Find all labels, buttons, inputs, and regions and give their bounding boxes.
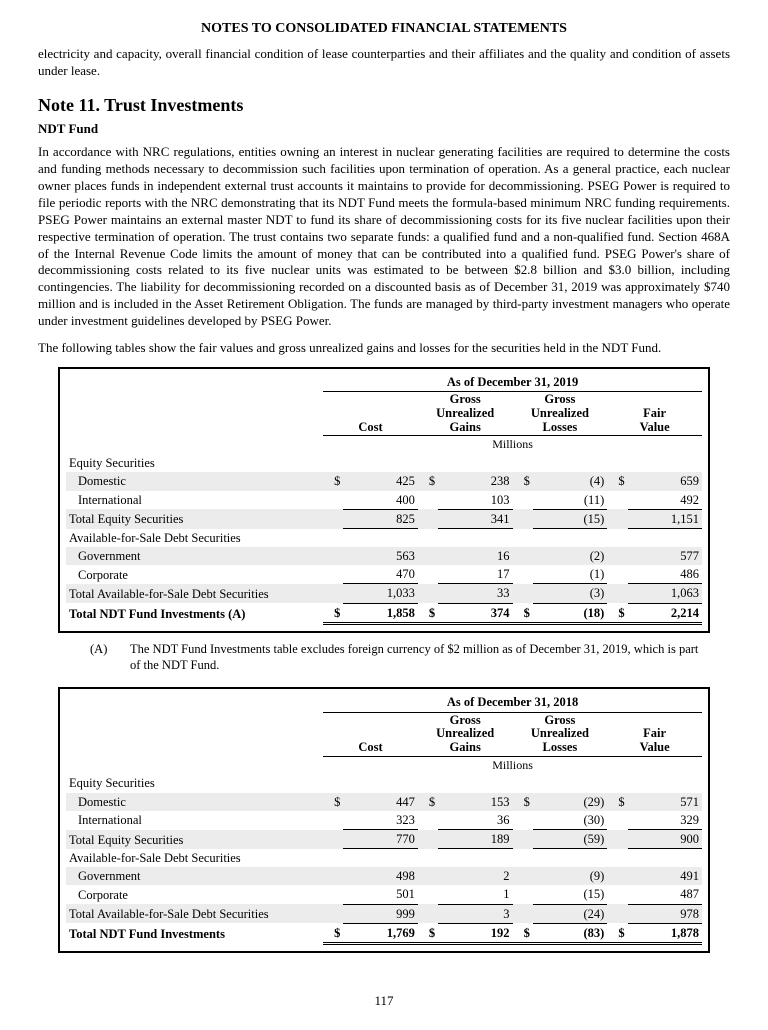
col-header-fair: FairValue bbox=[607, 712, 702, 756]
row-corporate-2018: Corporate 501 1 (15) 487 bbox=[66, 885, 702, 904]
units-label: Millions bbox=[323, 756, 702, 774]
table-2018: As of December 31, 2018 Cost GrossUnreal… bbox=[66, 693, 702, 945]
row-afs-label: Available-for-Sale Debt Securities bbox=[66, 849, 323, 867]
row-international-2018: International 323 36 (30) 329 bbox=[66, 811, 702, 830]
row-total-equity-2019: Total Equity Securities 825 341 (15) 1,1… bbox=[66, 509, 702, 528]
row-total-2019: Total NDT Fund Investments (A) $1,858 $3… bbox=[66, 603, 702, 623]
row-government-2019: Government 563 16 (2) 577 bbox=[66, 547, 702, 565]
row-total-equity-2018: Total Equity Securities 770 189 (59) 900 bbox=[66, 830, 702, 849]
col-header-losses: GrossUnrealizedLosses bbox=[513, 392, 608, 436]
body-paragraph-2: The following tables show the fair value… bbox=[38, 340, 730, 357]
footnote-a: (A) The NDT Fund Investments table exclu… bbox=[90, 641, 700, 674]
col-header-fair: FairValue bbox=[607, 392, 702, 436]
row-corporate-2019: Corporate 470 17 (1) 486 bbox=[66, 565, 702, 584]
note-heading: Note 11. Trust Investments bbox=[38, 94, 730, 117]
table-2018-wrapper: As of December 31, 2018 Cost GrossUnreal… bbox=[58, 687, 710, 953]
row-equity-label: Equity Securities bbox=[66, 774, 323, 792]
row-equity-label: Equity Securities bbox=[66, 454, 323, 472]
col-header-losses: GrossUnrealizedLosses bbox=[513, 712, 608, 756]
row-government-2018: Government 498 2 (9) 491 bbox=[66, 867, 702, 885]
units-label: Millions bbox=[323, 436, 702, 454]
table-2019-header: As of December 31, 2019 bbox=[323, 373, 702, 392]
row-domestic-2018: Domestic $447 $153 $(29) $571 bbox=[66, 793, 702, 811]
table-2018-header: As of December 31, 2018 bbox=[323, 693, 702, 712]
table-2019-wrapper: As of December 31, 2019 Cost GrossUnreal… bbox=[58, 367, 710, 633]
col-header-gains: GrossUnrealizedGains bbox=[418, 392, 513, 436]
page-title: NOTES TO CONSOLIDATED FINANCIAL STATEMEN… bbox=[38, 20, 730, 38]
row-afs-label: Available-for-Sale Debt Securities bbox=[66, 529, 323, 547]
row-international-2019: International 400 103 (11) 492 bbox=[66, 491, 702, 510]
row-total-2018: Total NDT Fund Investments $1,769 $192 $… bbox=[66, 923, 702, 943]
sub-heading: NDT Fund bbox=[38, 121, 730, 138]
body-paragraph-1: In accordance with NRC regulations, enti… bbox=[38, 144, 730, 330]
row-domestic-2019: Domestic $425 $238 $(4) $659 bbox=[66, 472, 702, 490]
col-header-gains: GrossUnrealizedGains bbox=[418, 712, 513, 756]
col-header-cost: Cost bbox=[323, 392, 418, 436]
col-header-cost: Cost bbox=[323, 712, 418, 756]
page-number: 117 bbox=[38, 993, 730, 1010]
row-total-afs-2019: Total Available-for-Sale Debt Securities… bbox=[66, 584, 702, 603]
table-2019: As of December 31, 2019 Cost GrossUnreal… bbox=[66, 373, 702, 625]
intro-paragraph: electricity and capacity, overall financ… bbox=[38, 46, 730, 80]
row-total-afs-2018: Total Available-for-Sale Debt Securities… bbox=[66, 904, 702, 923]
